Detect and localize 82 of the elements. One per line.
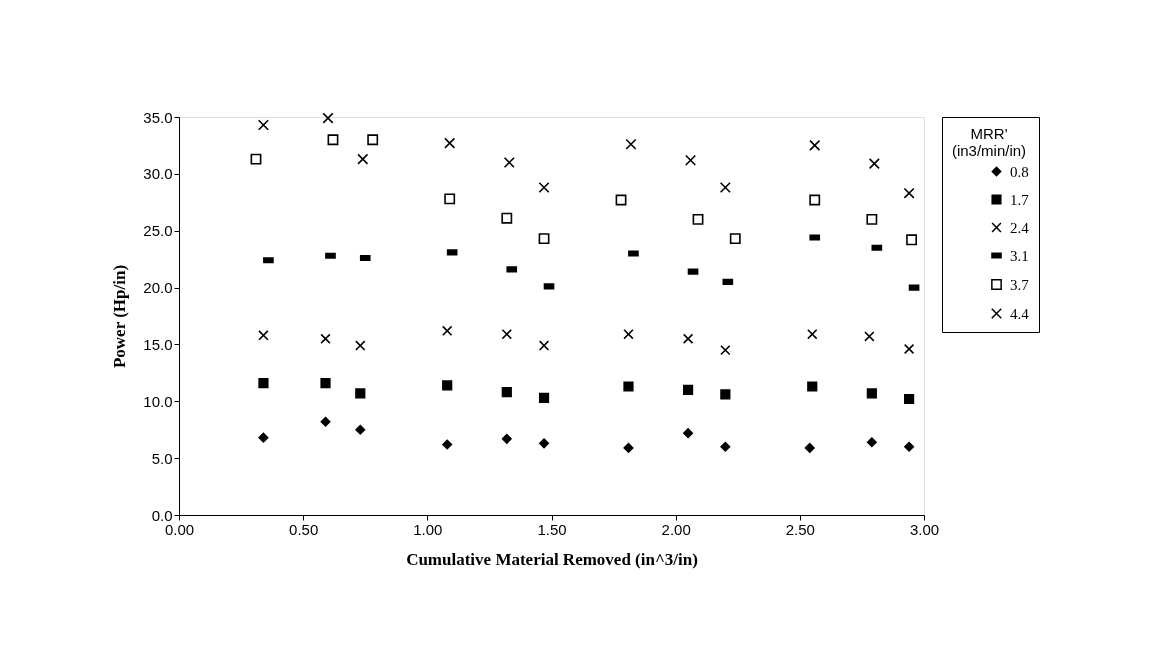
legend-label: 3.7 <box>1010 276 1030 293</box>
point <box>807 381 818 392</box>
x-axis-title: Cumulative Material Removed (in^3/in) <box>406 549 698 569</box>
y-tick-label: 30.0 <box>143 165 173 183</box>
point <box>866 437 877 448</box>
legend-title: MRR' (in3/min/in) <box>951 125 1027 159</box>
point <box>904 393 915 405</box>
point <box>441 325 453 336</box>
legend-label: 0.8 <box>1010 163 1029 180</box>
point <box>683 428 694 439</box>
point <box>320 333 331 344</box>
point <box>682 384 694 396</box>
point <box>501 328 513 340</box>
point <box>367 134 379 146</box>
point <box>320 416 331 427</box>
point <box>355 424 366 435</box>
y-tick-label: 10.0 <box>143 392 173 410</box>
point <box>804 442 815 453</box>
x-tick-label: 2.00 <box>661 520 691 538</box>
point <box>866 388 877 399</box>
point <box>809 139 821 151</box>
point <box>257 119 269 131</box>
legend-label: 4.4 <box>1010 305 1030 322</box>
point <box>866 213 878 225</box>
point <box>442 380 453 391</box>
point <box>685 154 697 166</box>
point <box>720 389 731 400</box>
legend-label: 1.7 <box>1010 191 1030 208</box>
point <box>501 433 512 444</box>
y-tick-label: 20.0 <box>143 279 173 297</box>
point <box>538 181 550 194</box>
y-axis-title: Power (Hp/in) <box>110 264 130 369</box>
point <box>250 153 262 165</box>
point <box>501 212 513 224</box>
point <box>904 441 915 452</box>
legend-label: 3.1 <box>1010 247 1029 264</box>
point <box>258 377 269 389</box>
point <box>503 156 515 169</box>
y-tick-label: 25.0 <box>143 222 173 240</box>
x-tick-label: 1.00 <box>413 520 443 538</box>
y-tick-label: 5.0 <box>151 449 173 467</box>
point <box>327 134 339 146</box>
point <box>906 234 918 246</box>
point <box>355 388 366 399</box>
point <box>357 153 369 165</box>
point <box>623 442 634 453</box>
point <box>682 333 694 344</box>
point <box>444 193 456 205</box>
point <box>442 439 453 450</box>
point <box>729 233 741 245</box>
point <box>615 194 627 206</box>
point <box>719 181 731 194</box>
point <box>258 330 269 341</box>
point <box>692 213 704 225</box>
point <box>501 387 512 398</box>
legend-label: 2.4 <box>1010 219 1030 236</box>
point <box>320 377 331 389</box>
point <box>258 432 269 443</box>
point <box>538 392 550 403</box>
point <box>625 138 637 150</box>
point <box>539 438 550 449</box>
point <box>720 344 731 356</box>
x-tick-label: 2.50 <box>785 520 815 538</box>
y-tick-label: 35.0 <box>143 108 173 126</box>
point <box>538 233 550 245</box>
point <box>807 328 818 340</box>
point <box>623 381 634 392</box>
point <box>868 158 880 170</box>
x-tick-label: 1.50 <box>537 520 567 538</box>
point <box>355 340 366 351</box>
point <box>623 328 634 340</box>
point <box>903 187 915 199</box>
y-tick-label: 15.0 <box>143 335 173 353</box>
point <box>903 343 915 355</box>
x-tick-label: 0.50 <box>289 520 319 538</box>
point <box>322 112 334 124</box>
point <box>809 194 821 206</box>
point <box>538 340 550 351</box>
point <box>864 331 875 342</box>
x-tick-label: 3.00 <box>909 520 940 538</box>
point <box>444 137 456 149</box>
point <box>720 441 731 452</box>
